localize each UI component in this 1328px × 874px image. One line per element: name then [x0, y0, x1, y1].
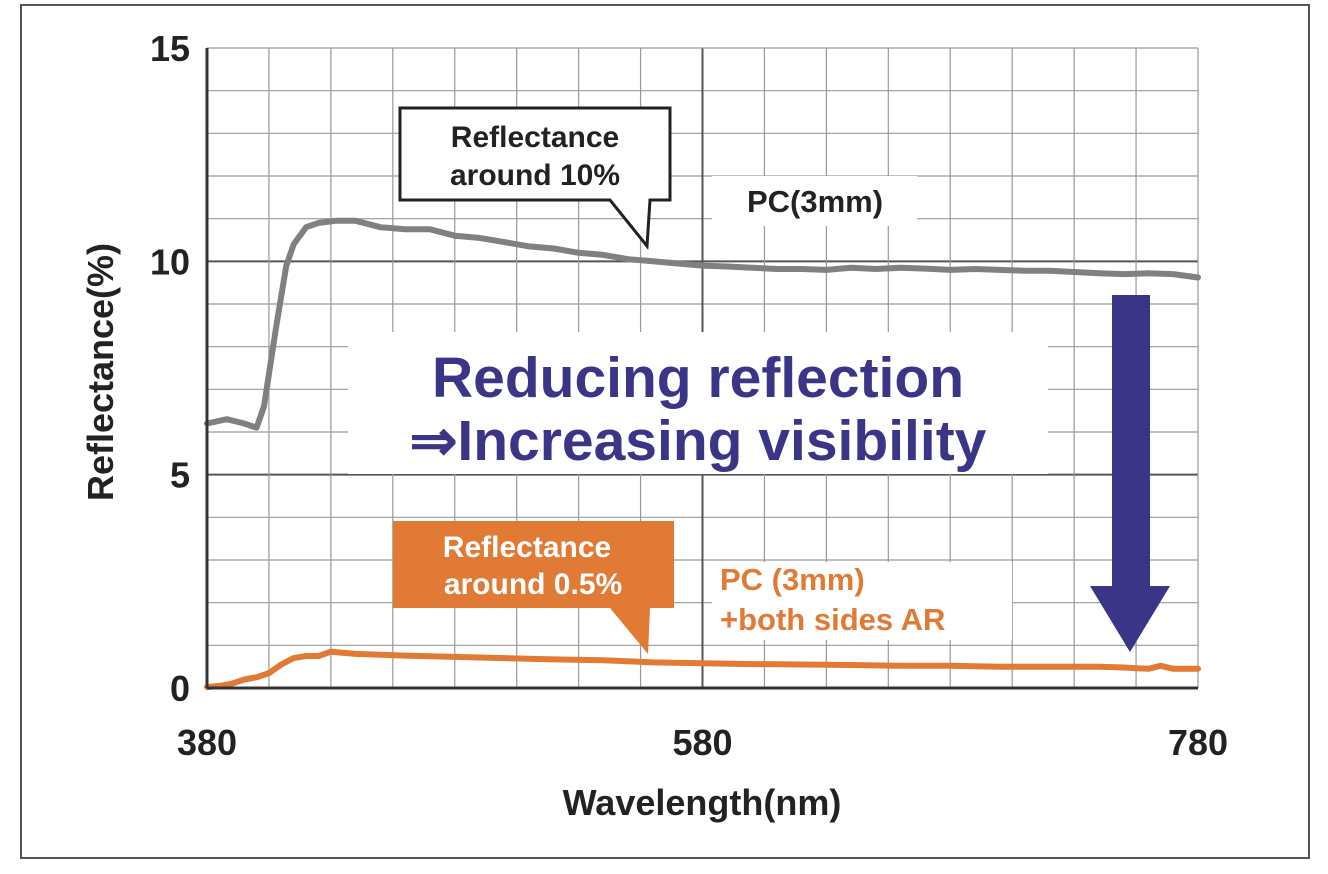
- label-pc-background: [712, 176, 917, 226]
- series-line-pc-ar: [204, 648, 1201, 691]
- y-axis-title: Reflectance(%): [80, 243, 121, 501]
- callout-pc-line2: around 10%: [450, 159, 620, 192]
- label-ar-line2: +both sides AR: [720, 602, 945, 637]
- y-tick-label: 10: [150, 241, 190, 282]
- callout-ar-line2: around 0.5%: [444, 568, 622, 601]
- headline-line2: ⇒Increasing visibility: [410, 409, 987, 473]
- series-lines: [204, 217, 1201, 691]
- label-ar-background: [712, 562, 1012, 640]
- x-axis-title: Wavelength(nm): [563, 782, 842, 823]
- label-ar-line1: PC (3mm): [720, 562, 865, 597]
- callout-ar-bubble: [393, 521, 674, 654]
- x-tick-label: 380: [177, 722, 237, 763]
- headline-background: [348, 332, 1048, 474]
- callout-pc-bubble: [398, 106, 672, 250]
- x-tick-label: 780: [1168, 722, 1228, 763]
- headline-line1: Reducing reflection: [432, 346, 964, 410]
- chart-frame: [20, 4, 1310, 859]
- y-tick-label: 0: [170, 668, 190, 709]
- callout-ar-line1: Reflectance: [443, 531, 611, 564]
- label-pc: PC(3mm): [747, 184, 883, 219]
- x-tick-label: 580: [672, 722, 732, 763]
- y-tick-label: 15: [150, 28, 190, 69]
- axes: 0 5 10 15 380 580 780 Wavelength(nm) Reflectance…: [80, 28, 1228, 823]
- down-arrow: [1090, 295, 1170, 652]
- y-tick-label: 5: [170, 455, 190, 496]
- series-line-pc: [204, 217, 1201, 431]
- callout-pc-line1: Reflectance: [451, 121, 619, 154]
- annotations: Reflectance around 10% PC(3mm) Reducing ref…: [348, 106, 1170, 654]
